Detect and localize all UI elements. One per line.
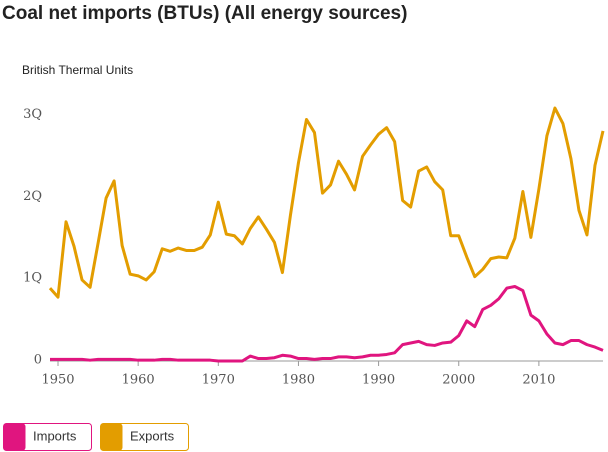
legend-swatch: [3, 423, 26, 451]
y-tick-label: 2Q: [23, 189, 42, 204]
y-tick-label: 3Q: [23, 107, 42, 122]
x-tick-label: 2010: [522, 373, 555, 388]
x-tick-label: 1950: [41, 373, 74, 388]
x-tick-label: 2000: [442, 373, 475, 388]
x-tick-label: 1970: [202, 373, 235, 388]
y-tick-label: 0: [34, 353, 42, 368]
x-tick-label: 1990: [362, 373, 395, 388]
y-tick-label: 1Q: [23, 271, 42, 286]
legend-swatch: [100, 423, 123, 451]
data-line: [50, 284, 604, 363]
legend-label: Imports: [33, 428, 77, 443]
data-line: [48, 106, 605, 299]
y-axis-label: British Thermal Units: [22, 63, 133, 77]
legend-label: Exports: [130, 428, 175, 443]
x-tick-label: 1960: [122, 373, 155, 388]
chart-title: Coal net imports (BTUs) (All energy sour…: [2, 3, 407, 24]
x-tick-label: 1980: [282, 373, 315, 388]
